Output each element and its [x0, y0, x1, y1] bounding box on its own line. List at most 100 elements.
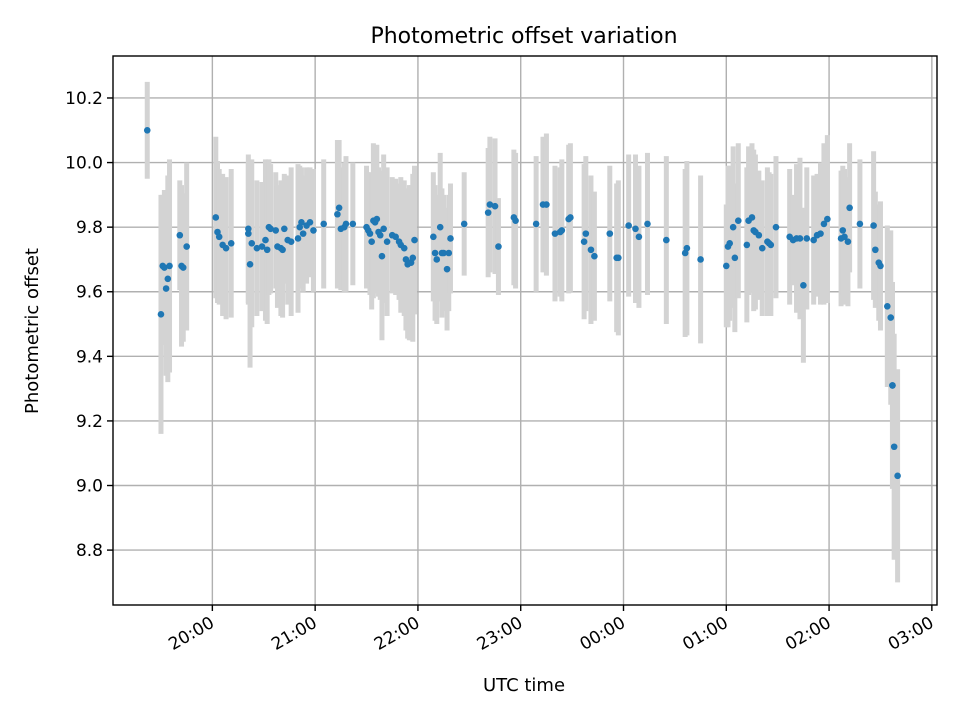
data-point [460, 220, 468, 228]
data-point [392, 233, 399, 241]
data-point [294, 235, 302, 242]
data-point [349, 220, 357, 228]
y-axis-label: Photometric offset [22, 248, 43, 414]
data-point [800, 281, 807, 289]
point-layer [143, 126, 901, 480]
data-point [796, 235, 804, 242]
data-point [844, 238, 852, 245]
grid-layer [113, 56, 937, 605]
data-point [366, 230, 374, 237]
data-point [817, 230, 824, 237]
data-point [157, 311, 165, 318]
data-point [263, 246, 271, 254]
data-point [373, 215, 381, 223]
data-point [246, 260, 254, 268]
data-point [245, 230, 252, 237]
data-point [870, 222, 877, 229]
data-point [722, 262, 730, 270]
data-point [430, 233, 437, 241]
data-point [841, 233, 848, 241]
data-point [587, 246, 595, 254]
data-point [279, 246, 286, 254]
data-point [839, 227, 847, 234]
y-tick-label: 9.0 [76, 477, 103, 497]
data-point [491, 202, 499, 210]
data-point [164, 275, 172, 283]
data-point [166, 262, 173, 270]
data-point [342, 220, 350, 228]
data-point [890, 443, 898, 451]
data-point [591, 252, 598, 260]
data-point [635, 233, 643, 241]
data-point [431, 249, 439, 257]
data-point [411, 236, 418, 244]
chart-title: Photometric offset variation [370, 24, 677, 49]
x-tick-label: 22:00 [371, 613, 423, 655]
data-point [731, 254, 739, 262]
data-point [272, 227, 280, 234]
data-point [262, 236, 269, 244]
data-point [755, 231, 763, 239]
y-tick-label: 10.2 [65, 89, 103, 109]
data-point [824, 215, 831, 223]
data-point [368, 238, 375, 245]
x-tick-label: 02:00 [782, 613, 834, 655]
y-tick-label: 9.2 [76, 412, 103, 432]
data-point [176, 231, 184, 239]
y-tick-label: 9.4 [76, 347, 103, 367]
data-point [558, 227, 566, 234]
data-point [310, 227, 317, 234]
data-point [447, 235, 454, 242]
data-point [484, 209, 492, 216]
data-point [663, 236, 670, 244]
data-point [632, 225, 639, 233]
data-point [551, 230, 559, 237]
data-point [625, 222, 632, 229]
data-point [248, 240, 256, 247]
data-point [212, 214, 220, 221]
data-point [748, 214, 756, 221]
data-point [846, 204, 853, 212]
data-point [877, 262, 884, 270]
y-tick-label: 10.0 [65, 154, 103, 174]
data-point [400, 244, 408, 252]
x-axis-label: UTC time [483, 675, 565, 696]
data-point [532, 220, 540, 228]
x-tick-label: 00:00 [577, 613, 629, 655]
data-point [729, 223, 737, 231]
data-point [378, 252, 386, 260]
x-tick-label: 20:00 [165, 613, 217, 655]
data-point [567, 214, 574, 221]
data-point [644, 220, 651, 228]
data-point [486, 201, 494, 208]
data-point [683, 244, 691, 252]
data-point [143, 126, 151, 134]
data-point [884, 302, 891, 310]
data-point [803, 235, 811, 242]
data-point [183, 243, 190, 250]
y-tick-label: 8.8 [76, 541, 103, 561]
x-tick-label: 21:00 [268, 613, 320, 655]
data-point [380, 225, 387, 233]
data-point [615, 254, 622, 262]
data-point [697, 256, 704, 263]
data-point [376, 231, 384, 239]
y-tick-label: 9.6 [76, 283, 103, 303]
data-point [383, 238, 391, 245]
data-point [334, 210, 341, 218]
data-point [320, 220, 328, 228]
data-point [767, 241, 775, 249]
plot-frame [112, 55, 938, 606]
data-point [543, 201, 550, 208]
data-point [161, 264, 168, 271]
data-point [889, 382, 896, 389]
data-point [227, 240, 235, 247]
data-point [772, 223, 780, 231]
data-point [734, 217, 742, 224]
data-point [306, 219, 314, 226]
data-point [258, 243, 266, 250]
y-axis-ticks: 8.8 9.0 9.2 9.4 9.6 9.8 10.0 10.2 [65, 89, 113, 561]
data-point [335, 204, 343, 212]
x-tick-label: 01:00 [679, 613, 731, 655]
data-point [433, 256, 441, 263]
